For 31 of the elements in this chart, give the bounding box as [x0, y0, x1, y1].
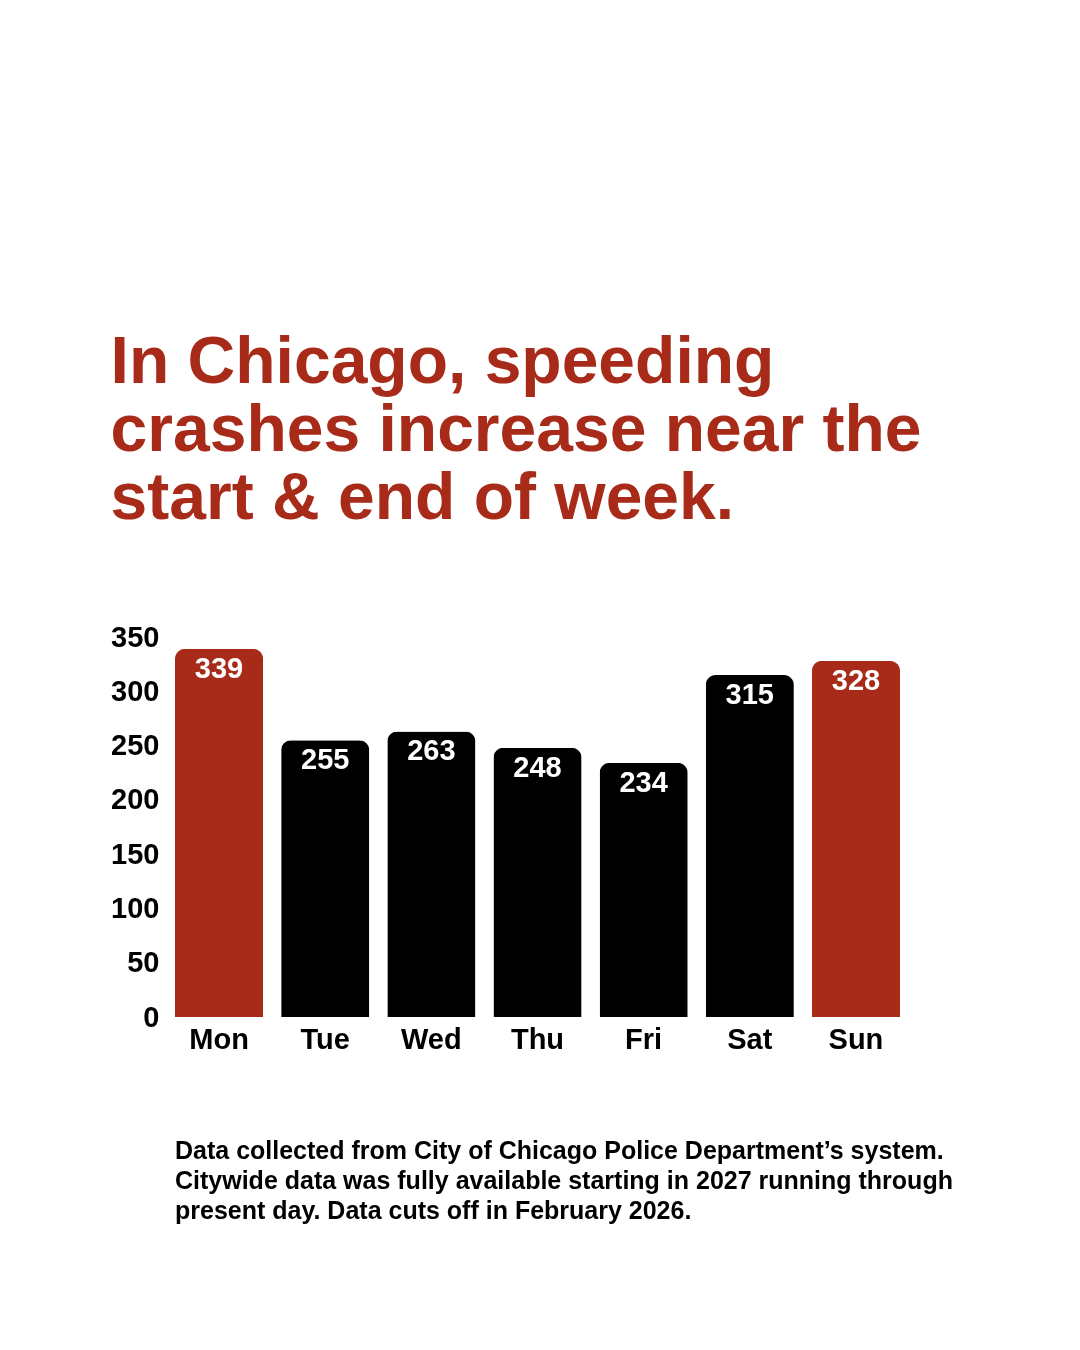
data-label: 339: [194, 651, 244, 684]
x-tick-label: Wed: [401, 1022, 462, 1055]
bar: [811, 660, 900, 1017]
x-tick-label: Sat: [727, 1022, 773, 1055]
y-tick-label: 150: [111, 837, 160, 870]
y-tick-label: 100: [111, 891, 160, 924]
y-tick-label: 0: [143, 1000, 160, 1033]
y-tick-label: 300: [111, 674, 160, 707]
data-label: 234: [619, 765, 668, 798]
chart-title: In Chicago, speeding crashes increase near the start & end of week.: [110, 323, 922, 533]
data-label: 263: [407, 734, 456, 767]
x-tick-label: Fri: [625, 1022, 663, 1055]
y-tick-label: 350: [111, 620, 160, 653]
bar: [705, 675, 794, 1017]
text: Data collected from City of Chicago Police Department’s system. Citywide data was fully available starting in 2027 running through present day. Data cuts off in February 2026.: [175, 1136, 953, 1224]
bar: [387, 731, 476, 1017]
data-label: 315: [725, 678, 774, 710]
x-tick-label: Mon: [189, 1022, 249, 1055]
x-tick-label: Thu: [510, 1022, 565, 1055]
data-label: 255: [301, 743, 350, 776]
bar: [281, 740, 370, 1017]
y-tick-label: 50: [127, 946, 160, 979]
bar: [175, 648, 264, 1017]
y-tick-label: 250: [111, 729, 160, 762]
x-tick-label: Tue: [300, 1022, 350, 1055]
y-tick-label: 200: [111, 783, 160, 816]
bar: [599, 762, 688, 1017]
x-tick-label: Sun: [828, 1022, 884, 1055]
data-label: 328: [831, 663, 881, 696]
data-label: 248: [513, 750, 562, 783]
bar: [493, 747, 582, 1017]
